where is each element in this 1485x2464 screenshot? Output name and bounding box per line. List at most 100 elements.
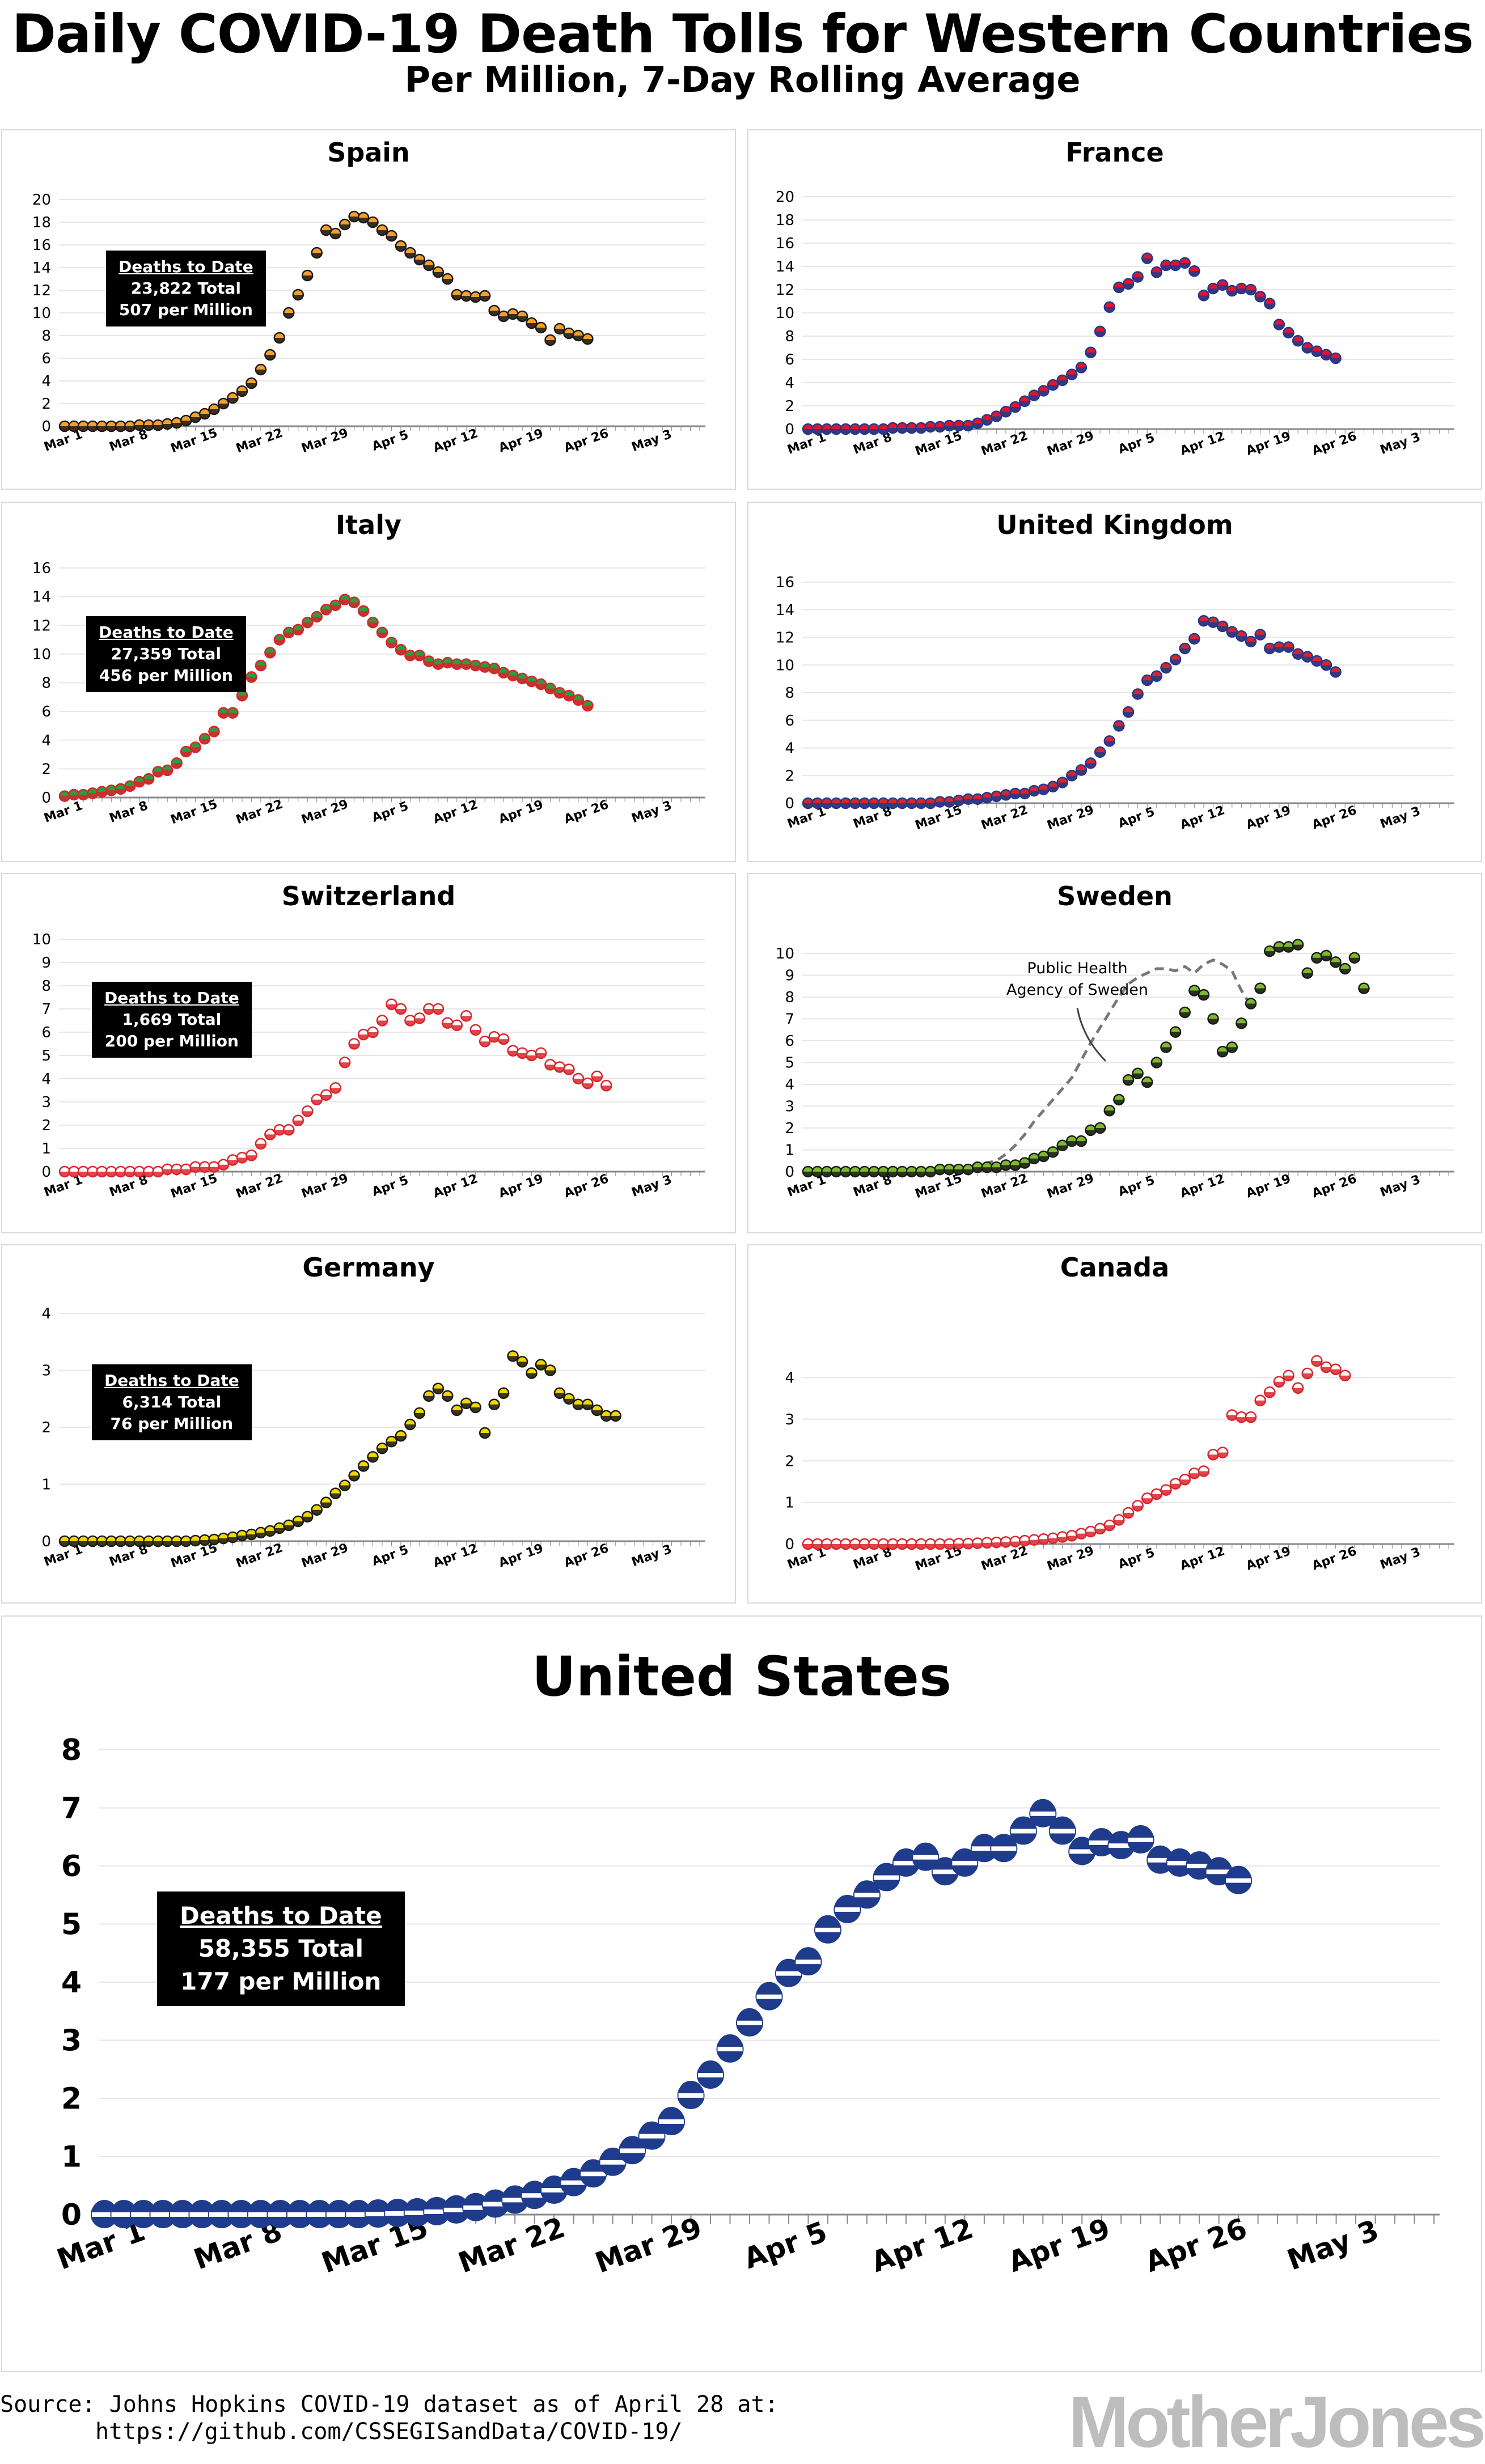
data-point xyxy=(339,1479,351,1491)
data-point xyxy=(849,797,861,809)
x-tick-label: Apr 12 xyxy=(431,1541,480,1571)
x-tick-label: Apr 12 xyxy=(431,798,480,827)
data-point xyxy=(1179,257,1191,269)
data-point xyxy=(953,794,965,807)
y-tick-label: 10 xyxy=(776,305,794,322)
x-tick-label: Apr 5 xyxy=(1116,431,1157,457)
data-point xyxy=(208,403,220,415)
data-point xyxy=(264,349,276,361)
y-tick-label: 8 xyxy=(41,978,51,995)
data-point xyxy=(1047,1532,1059,1544)
y-tick-label: 0 xyxy=(785,795,794,812)
data-point xyxy=(579,2159,607,2188)
data-point xyxy=(236,385,248,397)
x-tick-label: Mar 29 xyxy=(299,1171,350,1201)
y-tick-label: 2 xyxy=(785,1453,794,1470)
data-point xyxy=(1330,956,1342,968)
data-point xyxy=(367,1026,379,1038)
data-point xyxy=(273,332,286,344)
x-tick-label: Mar 8 xyxy=(108,799,150,826)
data-point xyxy=(1122,278,1135,290)
data-point xyxy=(1226,1041,1238,1053)
data-point xyxy=(1018,787,1031,800)
x-tick-label: Apr 26 xyxy=(1310,803,1359,833)
y-tick-label: 3 xyxy=(785,1099,794,1116)
chart-title-spain: Spain xyxy=(327,137,410,168)
y-tick-label: 1 xyxy=(41,1140,51,1157)
y-tick-label: 18 xyxy=(776,212,794,229)
y-tick-label: 8 xyxy=(41,328,51,345)
data-point xyxy=(535,321,547,334)
data-point xyxy=(198,1534,211,1546)
data-point xyxy=(1188,1467,1200,1479)
data-point xyxy=(432,1003,445,1015)
data-point xyxy=(451,1019,463,1031)
x-tick-label: Apr 5 xyxy=(739,2215,831,2275)
data-point xyxy=(357,211,370,224)
data-point xyxy=(1311,1355,1323,1367)
data-point xyxy=(553,686,566,699)
data-point xyxy=(553,1061,566,1073)
data-point xyxy=(320,1089,332,1101)
data-point xyxy=(339,1057,351,1068)
data-point xyxy=(479,290,491,302)
data-point xyxy=(133,1535,146,1547)
data-point xyxy=(1254,982,1266,994)
data-point xyxy=(198,732,211,745)
data-point xyxy=(152,766,164,778)
data-point xyxy=(563,327,575,340)
data-point xyxy=(1236,630,1247,642)
data-point xyxy=(479,1427,491,1439)
data-point xyxy=(77,788,90,801)
data-point xyxy=(348,1470,360,1482)
data-point xyxy=(413,1407,426,1419)
x-tick-label: Mar 29 xyxy=(299,797,350,827)
data-point xyxy=(934,421,946,433)
data-point xyxy=(451,658,463,670)
data-point xyxy=(286,2200,314,2228)
x-tick-label: Apr 12 xyxy=(1178,803,1227,833)
y-tick-label: 0 xyxy=(785,1536,794,1553)
data-point xyxy=(811,1538,823,1550)
x-tick-label: Mar 29 xyxy=(591,2211,706,2279)
data-point xyxy=(516,1356,528,1368)
data-point xyxy=(142,1535,155,1547)
data-point xyxy=(87,420,99,432)
data-point xyxy=(1188,633,1200,645)
data-point xyxy=(247,2200,274,2228)
deaths-total: 27,359 Total xyxy=(111,644,222,663)
data-point xyxy=(1085,1525,1097,1538)
data-point xyxy=(1160,661,1172,674)
data-point xyxy=(264,647,276,659)
data-point xyxy=(1330,666,1342,678)
data-point xyxy=(906,422,918,434)
data-point xyxy=(217,397,230,410)
data-point xyxy=(469,1401,481,1414)
data-point xyxy=(364,2199,392,2228)
data-point xyxy=(442,273,454,285)
data-point xyxy=(830,1538,843,1550)
chart-title-germany: Germany xyxy=(302,1252,435,1283)
y-tick-label: 2 xyxy=(41,1117,51,1134)
data-point xyxy=(1264,945,1276,957)
data-point xyxy=(887,1538,899,1550)
data-point xyxy=(255,1138,267,1150)
data-point xyxy=(507,308,519,320)
data-point xyxy=(227,1531,239,1543)
data-point xyxy=(840,1538,852,1550)
data-point xyxy=(255,1526,267,1539)
data-point xyxy=(236,1529,248,1542)
x-tick-label: Apr 19 xyxy=(497,426,545,456)
data-point xyxy=(246,1528,257,1541)
data-point xyxy=(413,650,426,661)
data-point xyxy=(339,218,351,231)
deaths-per-million: 177 per Million xyxy=(180,1967,382,1995)
data-point xyxy=(924,1165,937,1178)
data-point xyxy=(1146,1845,1174,1874)
data-point xyxy=(413,253,426,266)
data-point xyxy=(1150,1488,1163,1500)
deaths-to-date-box-switzerland: Deaths to Date 1,669 Total 200 per Million xyxy=(92,982,252,1058)
data-point xyxy=(1075,1135,1088,1147)
data-point xyxy=(840,797,852,809)
data-point xyxy=(1103,1104,1116,1117)
